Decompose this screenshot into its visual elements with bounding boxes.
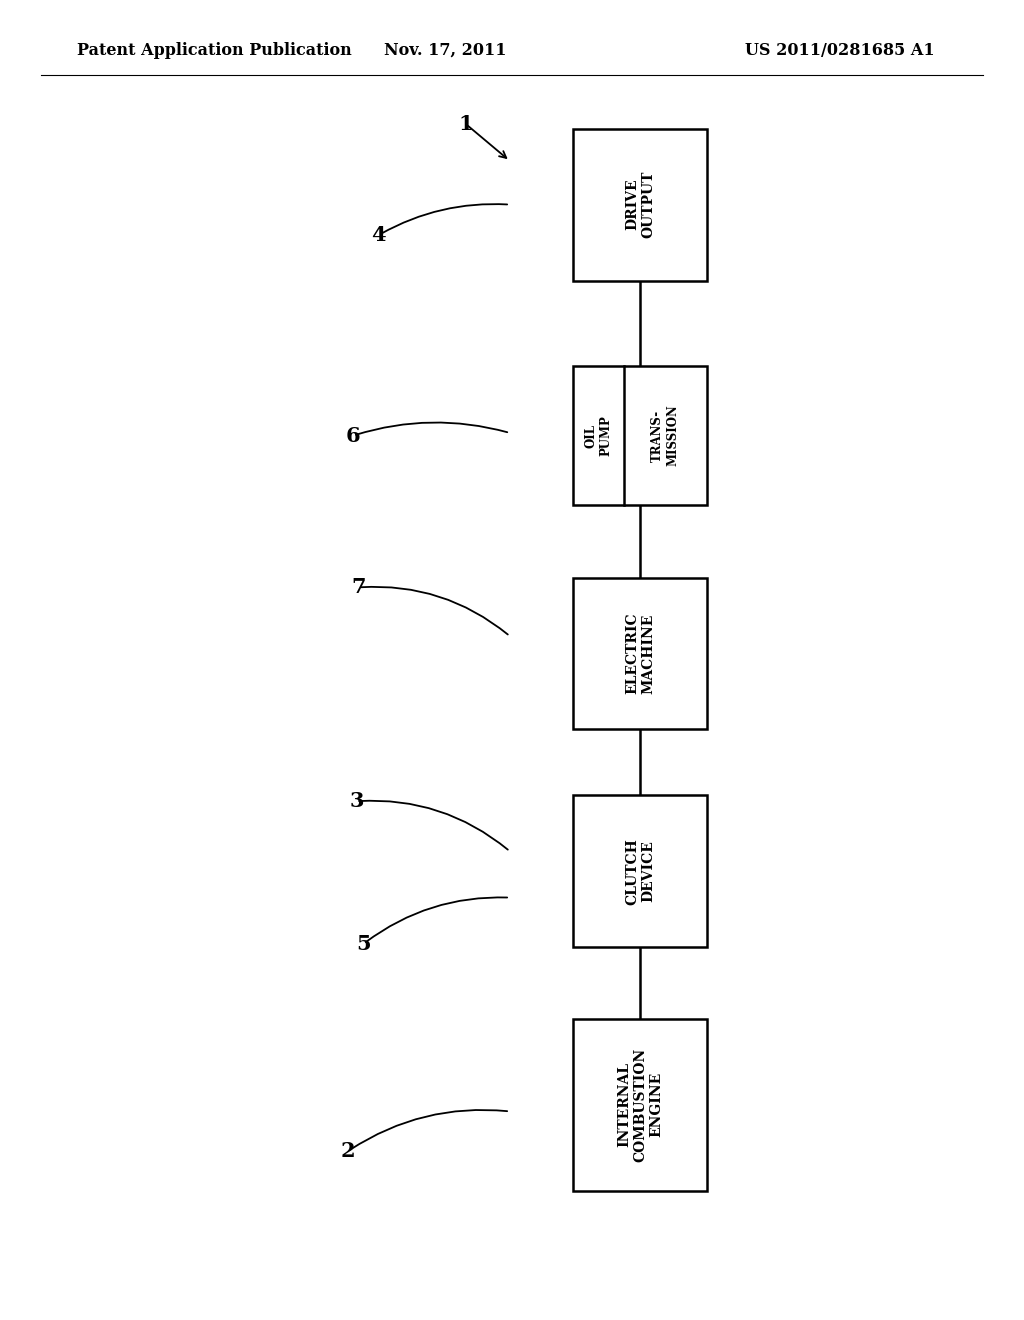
Text: Nov. 17, 2011: Nov. 17, 2011 [384,42,507,58]
Text: 1: 1 [459,114,473,135]
Text: US 2011/0281685 A1: US 2011/0281685 A1 [744,42,935,58]
Text: 4: 4 [372,224,386,246]
Text: 5: 5 [356,933,371,954]
Text: ELECTRIC
MACHINE: ELECTRIC MACHINE [625,612,655,694]
FancyArrowPatch shape [359,801,508,850]
Text: 6: 6 [346,425,360,446]
Text: INTERNAL
COMBUSTION
ENGINE: INTERNAL COMBUSTION ENGINE [616,1048,664,1162]
Bar [573,795,707,948]
Bar [573,366,707,504]
Text: Patent Application Publication: Patent Application Publication [77,42,351,58]
FancyArrowPatch shape [361,587,508,635]
FancyArrowPatch shape [356,422,507,434]
Bar [573,578,707,729]
FancyArrowPatch shape [366,898,507,942]
FancyArrowPatch shape [381,205,507,234]
Text: 3: 3 [349,791,364,812]
Text: 2: 2 [341,1140,355,1162]
Text: CLUTCH
DEVICE: CLUTCH DEVICE [625,838,655,904]
FancyArrowPatch shape [350,1110,507,1150]
Text: TRANS-
MISSION: TRANS- MISSION [651,405,679,466]
Text: DRIVE
OUTPUT: DRIVE OUTPUT [625,170,655,239]
Bar [573,1019,707,1191]
Bar [573,129,707,281]
Text: 7: 7 [351,577,366,598]
Text: OIL
PUMP: OIL PUMP [585,416,612,455]
